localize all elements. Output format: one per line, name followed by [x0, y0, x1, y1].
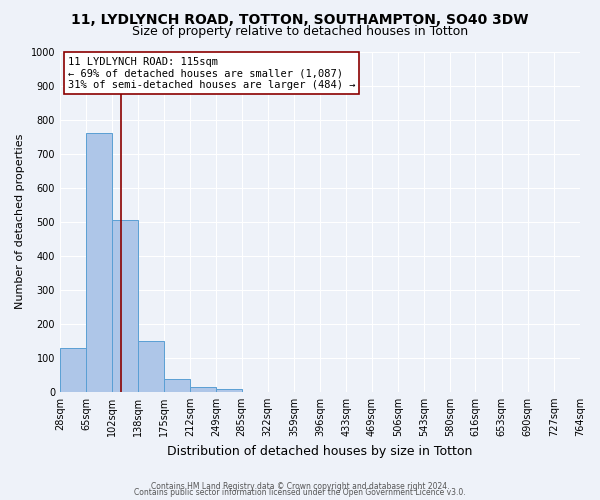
Bar [86, 133, 112, 392]
Text: Size of property relative to detached houses in Totton: Size of property relative to detached ho… [132, 25, 468, 38]
Text: 11, LYDLYNCH ROAD, TOTTON, SOUTHAMPTON, SO40 3DW: 11, LYDLYNCH ROAD, TOTTON, SOUTHAMPTON, … [71, 12, 529, 26]
Bar [190, 387, 216, 392]
Bar [137, 341, 164, 392]
Bar [112, 220, 137, 392]
Bar [60, 348, 86, 392]
Bar [164, 379, 190, 392]
Text: Contains HM Land Registry data © Crown copyright and database right 2024.: Contains HM Land Registry data © Crown c… [151, 482, 449, 491]
Text: Contains public sector information licensed under the Open Government Licence v3: Contains public sector information licen… [134, 488, 466, 497]
Text: 11 LYDLYNCH ROAD: 115sqm
← 69% of detached houses are smaller (1,087)
31% of sem: 11 LYDLYNCH ROAD: 115sqm ← 69% of detach… [68, 56, 355, 90]
Bar [216, 389, 242, 392]
X-axis label: Distribution of detached houses by size in Totton: Distribution of detached houses by size … [167, 444, 473, 458]
Y-axis label: Number of detached properties: Number of detached properties [15, 134, 25, 310]
